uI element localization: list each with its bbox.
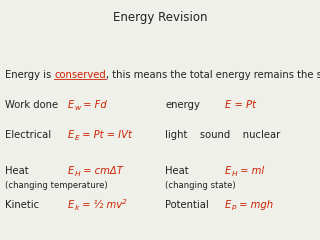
Text: E: E (225, 166, 231, 176)
Text: 2: 2 (122, 199, 127, 205)
Text: = cmΔT: = cmΔT (80, 166, 123, 176)
Text: H: H (231, 170, 237, 176)
Text: E: E (74, 134, 79, 140)
Text: E: E (68, 100, 74, 110)
Text: , this means the total energy remains the same: , this means the total energy remains th… (106, 70, 320, 80)
Text: conserved: conserved (54, 70, 106, 80)
Text: = Pt = IVt: = Pt = IVt (79, 130, 132, 140)
Text: (changing temperature): (changing temperature) (5, 181, 108, 191)
Text: E: E (68, 166, 74, 176)
Text: E: E (68, 130, 74, 140)
Text: = ½ mv: = ½ mv (79, 200, 122, 210)
Text: Electrical: Electrical (5, 130, 51, 140)
Text: w: w (74, 104, 81, 110)
Text: p: p (231, 204, 236, 210)
Text: E: E (68, 200, 74, 210)
Text: H: H (74, 170, 80, 176)
Text: Potential: Potential (165, 200, 209, 210)
Text: Heat: Heat (165, 166, 188, 176)
Text: Work done: Work done (5, 100, 58, 110)
Text: (changing state): (changing state) (165, 181, 236, 191)
Text: Energy is: Energy is (5, 70, 54, 80)
Text: = ml: = ml (237, 166, 264, 176)
Text: Kinetic: Kinetic (5, 200, 39, 210)
Text: Heat: Heat (5, 166, 28, 176)
Text: light    sound    nuclear: light sound nuclear (165, 130, 280, 140)
Text: = Fd: = Fd (81, 100, 107, 110)
Text: = mgh: = mgh (236, 200, 273, 210)
Text: Energy Revision: Energy Revision (113, 12, 207, 24)
Text: k: k (74, 204, 79, 210)
Text: E: E (225, 200, 231, 210)
Text: E = Pt: E = Pt (225, 100, 256, 110)
Text: energy: energy (165, 100, 200, 110)
